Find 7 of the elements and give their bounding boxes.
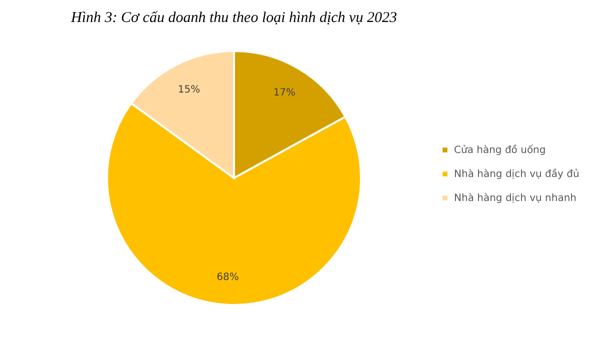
data-label: 68%	[216, 272, 239, 283]
data-label: 15%	[178, 84, 200, 96]
data-label: 17%	[273, 88, 296, 99]
chart-title: Hình 3: Cơ cấu doanh thu theo loại hình dịch vụ 2023	[70, 10, 397, 26]
legend-label: Nhà hàng dịch vụ nhanh	[454, 193, 577, 204]
legend-label: Cửa hàng đồ uống	[454, 144, 546, 156]
legend-label: Nhà hàng dịch vụ đầy đủ	[454, 168, 580, 180]
